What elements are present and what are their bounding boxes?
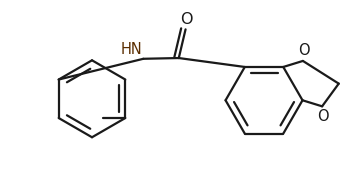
Text: O: O <box>298 43 309 58</box>
Text: O: O <box>180 12 193 27</box>
Text: O: O <box>317 109 329 124</box>
Text: HN: HN <box>121 42 142 56</box>
